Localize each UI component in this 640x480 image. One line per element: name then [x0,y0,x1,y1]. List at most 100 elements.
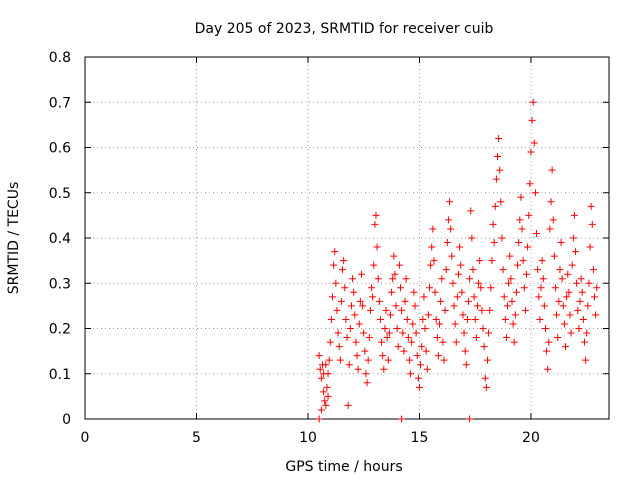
data-point [441,306,449,314]
data-point [330,261,338,269]
data-point [447,225,455,233]
data-point [376,315,384,323]
data-point [315,352,323,360]
data-point [374,275,382,283]
data-point [381,325,389,332]
data-point [426,284,434,292]
data-point [480,343,488,351]
data-point [454,270,462,278]
data-point [545,338,553,346]
data-point [587,202,595,210]
data-point [495,134,503,142]
data-point [444,216,452,224]
data-point [382,306,390,314]
axis-ticks: 0 0.1 0.2 0.3 0.4 0.5 0.6 0.7 0.8 0 5 10 15 20 [49,50,609,446]
data-point [359,302,367,310]
data-point [528,116,536,124]
data-point [420,293,428,301]
data-point [418,343,426,351]
data-point [507,275,515,283]
data-point [505,279,513,287]
data-point [568,261,576,269]
data-point [490,239,498,247]
data-point [526,180,534,188]
data-point [494,153,502,161]
data-point [389,275,397,283]
data-point [325,356,333,364]
data-point [350,288,358,296]
data-point [364,356,372,364]
data-point [572,248,580,256]
data-point [588,220,596,228]
data-point [460,329,468,337]
data-point [562,343,570,351]
data-point [471,315,479,323]
data-point [559,302,567,310]
data-point [323,383,331,391]
data-point [549,216,557,224]
data-point [556,266,564,274]
data-point [360,329,368,337]
data-point [409,320,417,328]
data-point [342,315,350,323]
y-tick-label: 0.4 [49,231,71,247]
data-point [411,302,419,310]
data-point [477,284,485,292]
data-point [422,347,430,355]
data-point [397,284,405,292]
data-point [465,297,473,305]
data-point [430,257,438,265]
data-point [519,257,527,265]
data-point [371,220,379,228]
y-tick-label: 0.6 [49,141,71,157]
data-point [383,334,391,342]
data-point [472,334,480,342]
data-point [555,297,563,305]
data-point [586,243,594,251]
data-point [574,306,582,314]
data-point [500,293,508,301]
data-point [577,275,585,283]
data-point [390,252,398,260]
data-point [479,325,487,332]
data-point [324,392,332,400]
data-point [466,415,474,423]
data-point [405,356,413,364]
y-tick-label: 0.3 [49,276,71,292]
data-point [518,225,526,233]
data-point [339,266,347,274]
data-point [592,311,600,319]
data-point [408,338,416,346]
data-point [540,302,548,310]
data-point [347,302,355,310]
data-point [548,166,556,174]
data-point [573,279,581,287]
data-point [431,288,439,296]
data-point [585,279,593,287]
data-point [329,293,337,301]
data-point [469,266,477,274]
data-point [558,275,566,283]
data-point [496,166,504,174]
data-point [478,306,486,314]
data-point [533,229,541,237]
data-point [520,284,528,292]
data-point [316,365,324,373]
data-point [317,374,325,382]
data-point [498,234,506,242]
data-point [349,275,357,283]
data-point [521,306,529,314]
data-point [395,261,403,269]
data-point [501,315,509,323]
data-point [547,198,555,206]
y-tick-label: 0 [62,412,71,428]
data-point [392,302,400,310]
data-point [525,211,533,219]
data-point [553,311,561,319]
data-point [365,334,373,342]
data-point [386,311,394,319]
data-point [354,365,362,373]
data-point [391,270,399,278]
data-point [421,325,429,332]
data-point [541,325,549,332]
